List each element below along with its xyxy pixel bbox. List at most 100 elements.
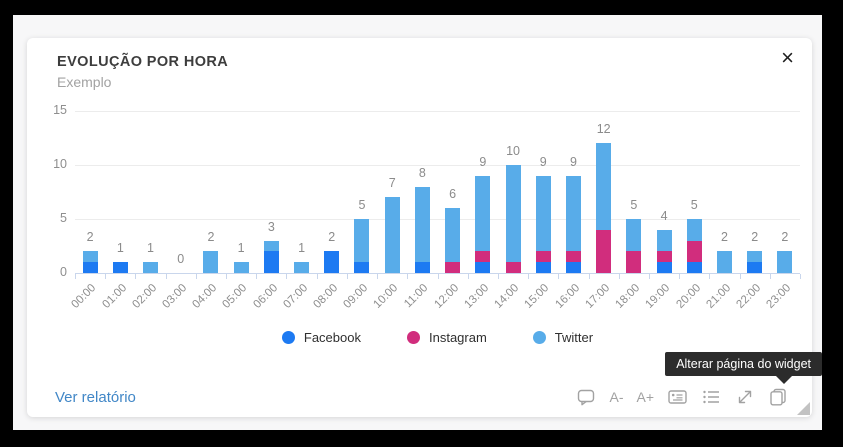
- x-axis-label: 21:00: [704, 282, 733, 311]
- bar-segment-twitter[interactable]: [475, 175, 491, 252]
- x-axis-label: 11:00: [402, 282, 431, 311]
- resize-grip[interactable]: [797, 402, 810, 415]
- bar-segment-twitter[interactable]: [203, 251, 219, 273]
- x-axis-tick: [528, 274, 530, 279]
- x-axis-label: 02:00: [130, 282, 160, 311]
- x-axis-tick: [679, 274, 681, 279]
- legend-item-facebook[interactable]: Facebook: [281, 330, 361, 345]
- bar-segment-twitter[interactable]: [233, 262, 249, 273]
- bar-segment-twitter[interactable]: [263, 240, 279, 252]
- bar-value-label: 2: [86, 230, 94, 245]
- legend-item-twitter[interactable]: Twitter: [532, 330, 593, 345]
- bar-value-label: 2: [720, 230, 728, 245]
- list-icon[interactable]: [701, 387, 722, 407]
- x-axis-tick: [467, 274, 469, 279]
- tooltip: Alterar página do widget: [665, 352, 822, 384]
- bar-value-label: 8: [418, 165, 426, 180]
- legend-dot: [532, 331, 546, 344]
- bar-segment-twitter[interactable]: [354, 219, 370, 263]
- x-axis-label: 04:00: [190, 282, 220, 311]
- bar-segment-facebook[interactable]: [112, 262, 128, 273]
- bar-segment-twitter[interactable]: [596, 143, 612, 230]
- x-axis-label: 20:00: [673, 282, 703, 311]
- x-axis-label: 09:00: [341, 282, 371, 311]
- tooltip-caret: [776, 376, 792, 384]
- x-axis-label: 22:00: [734, 282, 764, 311]
- bar-segment-instagram[interactable]: [475, 251, 491, 263]
- close-icon[interactable]: ×: [781, 45, 794, 70]
- bar-segment-twitter[interactable]: [716, 251, 732, 273]
- bar-segment-twitter[interactable]: [414, 186, 430, 263]
- x-axis-tick: [195, 274, 197, 279]
- x-axis-tick: [286, 274, 288, 279]
- x-axis-label: 08:00: [311, 282, 341, 311]
- bar-segment-twitter[interactable]: [535, 175, 551, 252]
- bar-segment-facebook[interactable]: [686, 262, 702, 273]
- bar-value-label: 1: [237, 241, 245, 256]
- x-axis-label: 23:00: [764, 282, 794, 311]
- x-axis-label: 05:00: [220, 282, 250, 311]
- widget-page-background: EVOLUÇÃO POR HORA Exemplo × 0 5 10 15 2 00:00…: [13, 15, 822, 430]
- bar-segment-twitter[interactable]: [656, 229, 672, 252]
- bar-segment-facebook[interactable]: [656, 262, 672, 273]
- bar-segment-facebook[interactable]: [414, 262, 430, 273]
- x-axis-label: 18:00: [613, 282, 643, 311]
- font-decrease-button[interactable]: A-: [609, 389, 624, 405]
- details-card-icon[interactable]: [667, 387, 688, 407]
- bar-segment-twitter[interactable]: [686, 219, 702, 241]
- bar-segment-twitter[interactable]: [445, 208, 461, 263]
- bar-value-label: 2: [781, 230, 789, 245]
- y-axis-label: 10: [53, 157, 67, 171]
- x-axis-label: 03:00: [160, 282, 190, 311]
- bar-segment-instagram[interactable]: [565, 251, 581, 263]
- comment-icon[interactable]: [576, 387, 596, 407]
- bar-segment-instagram[interactable]: [445, 262, 461, 273]
- bar-segment-twitter[interactable]: [565, 175, 581, 252]
- bar-segment-twitter[interactable]: [626, 219, 642, 252]
- bar-segment-twitter[interactable]: [143, 262, 159, 273]
- bar-segment-twitter[interactable]: [747, 251, 763, 263]
- bar-segment-twitter[interactable]: [777, 251, 793, 273]
- bar-segment-instagram[interactable]: [596, 229, 612, 273]
- x-axis-tick: [709, 274, 711, 279]
- bar-segment-twitter[interactable]: [294, 262, 310, 273]
- chart-plot-area: 0 5 10 15 2 00:00 1 01:00 1 02:00 0 03:00 2 04:00 1 05:…: [53, 103, 801, 311]
- bar-segment-twitter[interactable]: [82, 251, 98, 263]
- bar-segment-instagram[interactable]: [535, 251, 551, 263]
- x-axis-tick: [558, 274, 560, 279]
- legend-item-instagram[interactable]: Instagram: [406, 330, 487, 345]
- change-widget-page-icon[interactable]: [768, 387, 788, 407]
- bar-segment-instagram[interactable]: [656, 251, 672, 263]
- bar-segment-facebook[interactable]: [263, 251, 279, 273]
- bar-segment-twitter[interactable]: [384, 197, 400, 273]
- bar-segment-instagram[interactable]: [505, 262, 521, 273]
- bar-segment-facebook[interactable]: [82, 262, 98, 273]
- legend-label: Instagram: [428, 330, 487, 345]
- x-axis-tick: [346, 274, 348, 279]
- expand-icon[interactable]: [735, 387, 755, 407]
- x-axis-tick: [437, 274, 439, 279]
- bar-segment-facebook[interactable]: [354, 262, 370, 273]
- bar-value-label: 5: [358, 198, 366, 212]
- bar-segment-facebook[interactable]: [747, 262, 763, 273]
- bar-value-label: 1: [147, 241, 154, 256]
- chart-legend: Facebook Instagram Twitter: [75, 330, 800, 345]
- bar-segment-instagram[interactable]: [686, 240, 702, 263]
- bar-segment-twitter[interactable]: [505, 165, 521, 263]
- bar-segment-facebook[interactable]: [565, 262, 581, 273]
- bar-value-label: 9: [539, 154, 547, 169]
- bar-segment-instagram[interactable]: [626, 251, 642, 273]
- x-axis-tick: [377, 274, 379, 279]
- gridline: [75, 219, 800, 220]
- x-axis-tick: [105, 274, 107, 279]
- x-axis-label: 13:00: [462, 282, 492, 311]
- x-axis-tick: [800, 274, 801, 279]
- x-axis-line: [75, 273, 800, 274]
- bar-segment-facebook[interactable]: [475, 262, 491, 273]
- view-report-link[interactable]: Ver relatório: [55, 388, 136, 406]
- bar-segment-facebook[interactable]: [324, 251, 340, 273]
- bar-segment-facebook[interactable]: [535, 262, 551, 273]
- legend-dot: [406, 331, 420, 344]
- font-increase-button[interactable]: A+: [636, 389, 654, 405]
